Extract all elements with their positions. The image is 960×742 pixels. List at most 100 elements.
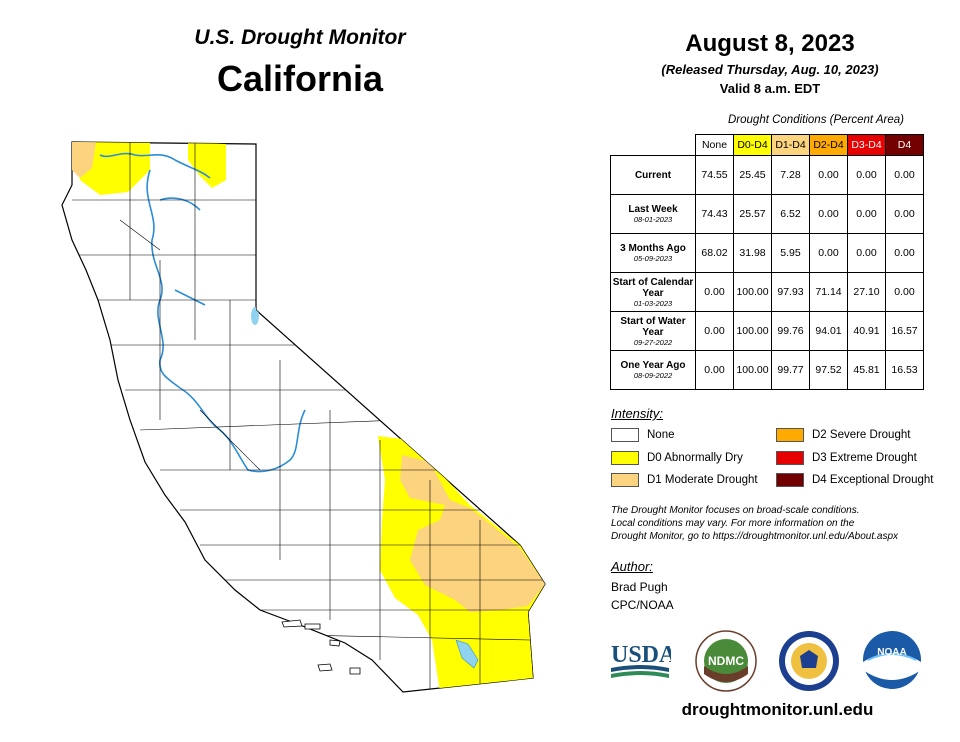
table-cell: 99.76 <box>771 311 810 351</box>
map-title: U.S. Drought Monitor <box>194 26 406 49</box>
table-cell: 40.91 <box>847 311 886 351</box>
row-label: Last Week 08-01-2023 <box>610 194 696 234</box>
table-cell: 0.00 <box>885 233 924 273</box>
table-caption: Drought Conditions (Percent Area) <box>728 114 904 126</box>
table-row: Current 74.55 25.45 7.28 0.00 0.00 0.00 <box>610 155 924 195</box>
row-label-text: Last Week <box>628 204 678 215</box>
row-label-date: 05-09-2023 <box>633 254 673 263</box>
disclaimer-text: The Drought Monitor focuses on broad-sca… <box>611 504 941 543</box>
table-cell: 7.28 <box>771 155 810 195</box>
table-cell: 27.10 <box>847 272 886 312</box>
row-label-text: Start of Water Year <box>620 315 686 338</box>
table-cell: 100.00 <box>733 272 772 312</box>
row-label-text: 3 Months Ago <box>620 243 686 254</box>
row-label: One Year Ago 08-09-2022 <box>610 350 696 390</box>
table-cell: 100.00 <box>733 311 772 351</box>
table-cell: 97.52 <box>809 350 848 390</box>
row-label-date: 08-09-2022 <box>633 371 673 380</box>
table-cell: 16.57 <box>885 311 924 351</box>
noaa-logo: NOAA <box>863 631 921 689</box>
state-title: California <box>216 58 384 99</box>
lake-tahoe <box>251 307 259 325</box>
klamath-river <box>99 152 211 179</box>
legend-swatch <box>611 451 639 465</box>
usda-logo-text: USDA <box>611 642 671 668</box>
d1-area-southeast <box>400 455 545 612</box>
legend-label: D0 Abnormally Dry <box>647 452 743 464</box>
salton-sea <box>455 639 479 669</box>
row-label-date: 01-03-2023 <box>633 298 673 308</box>
pit-river <box>159 197 201 211</box>
row-label: Start of Water Year 09-27-2022 <box>610 311 696 351</box>
col-header-d1-d4: D1-D4 <box>771 134 810 156</box>
table-cell: 0.00 <box>885 194 924 234</box>
legend-item-d1: D1 Moderate Drought <box>611 473 758 487</box>
table-cell: 25.57 <box>733 194 772 234</box>
table-row: 3 Months Ago 05-09-2023 68.02 31.98 5.95 … <box>610 233 924 273</box>
legend-swatch <box>611 428 639 442</box>
row-label: Current <box>610 155 696 195</box>
legend-swatch <box>776 451 804 465</box>
row-label-text: One Year Ago <box>620 360 686 371</box>
table-cell: 0.00 <box>695 272 734 312</box>
legend-label: D1 Moderate Drought <box>647 474 758 486</box>
table-cell: 71.14 <box>809 272 848 312</box>
d0-area-northeast <box>188 142 226 188</box>
row-label-date: 08-01-2023 <box>633 215 673 224</box>
disclaimer-line: Local conditions may vary. For more info… <box>611 518 855 529</box>
site-url[interactable]: droughtmonitor.unl.edu <box>681 700 874 719</box>
table-row: Start of Water Year 09-27-2022 0.00 100.0… <box>610 311 924 351</box>
table-cell: 0.00 <box>695 350 734 390</box>
table-cell: 74.43 <box>695 194 734 234</box>
col-header-none: None <box>695 134 734 156</box>
table-cell: 0.00 <box>847 155 886 195</box>
row-label: Start of Calendar Year 01-03-2023 <box>610 272 696 312</box>
table-cell: 99.77 <box>771 350 810 390</box>
ndmc-logo: NDMC <box>695 630 757 692</box>
table-cell: 0.00 <box>885 272 924 312</box>
row-label: 3 Months Ago 05-09-2023 <box>610 233 696 273</box>
date-title: August 8, 2023 <box>685 30 855 57</box>
table-corner <box>611 135 696 156</box>
table-row: Start of Calendar Year 01-03-2023 0.00 10… <box>610 272 924 312</box>
legend-label: None <box>647 429 675 441</box>
row-label-text: Start of Calendar Year <box>612 276 694 299</box>
table-cell: 74.55 <box>695 155 734 195</box>
legend-item-d3: D3 Extreme Drought <box>776 451 917 465</box>
author-heading: Author: <box>611 559 653 574</box>
table-row: One Year Ago 08-09-2022 0.00 100.00 99.77… <box>610 350 924 390</box>
usda-logo: USDA <box>611 642 671 678</box>
col-header-d2-d4: D2-D4 <box>809 134 848 156</box>
table-cell: 68.02 <box>695 233 734 273</box>
table-cell: 94.01 <box>809 311 848 351</box>
table-row: Last Week 08-01-2023 74.43 25.57 6.52 0.0… <box>610 194 924 234</box>
col-header-d0-d4: D0-D4 <box>733 134 772 156</box>
row-label-text: Current <box>634 169 672 181</box>
california-drought-map <box>61 141 546 693</box>
legend-item-none: None <box>611 428 675 442</box>
legend-swatch <box>611 473 639 487</box>
legend-item-d2: D2 Severe Drought <box>776 428 910 442</box>
col-header-d4: D4 <box>885 134 924 156</box>
legend-label: D2 Severe Drought <box>812 429 911 441</box>
noaa-logo-text: NOAA <box>877 647 906 658</box>
commerce-seal-logo <box>779 631 839 691</box>
feather-river <box>174 289 206 306</box>
table-cell: 0.00 <box>847 233 886 273</box>
drought-conditions-table: None D0-D4 D1-D4 D2-D4 D3-D4 D4 Current … <box>610 134 924 390</box>
table-cell: 100.00 <box>733 350 772 390</box>
valid-time: Valid 8 a.m. EDT <box>719 81 821 96</box>
disclaimer-line: Drought Monitor, go to https://droughtmo… <box>611 531 899 542</box>
d1-area-north <box>72 142 96 178</box>
legend-label: D3 Extreme Drought <box>812 452 917 464</box>
table-cell: 97.93 <box>771 272 810 312</box>
table-cell: 5.95 <box>771 233 810 273</box>
channel-islands <box>281 619 361 675</box>
table-cell: 0.00 <box>809 233 848 273</box>
table-header-row: None D0-D4 D1-D4 D2-D4 D3-D4 D4 <box>611 134 924 156</box>
table-cell: 0.00 <box>885 155 924 195</box>
legend-item-d0: D0 Abnormally Dry <box>611 451 743 465</box>
col-header-d3-d4: D3-D4 <box>847 134 886 156</box>
release-note: (Released Thursday, Aug. 10, 2023) <box>661 62 879 77</box>
author-name: Brad Pugh <box>611 580 668 594</box>
